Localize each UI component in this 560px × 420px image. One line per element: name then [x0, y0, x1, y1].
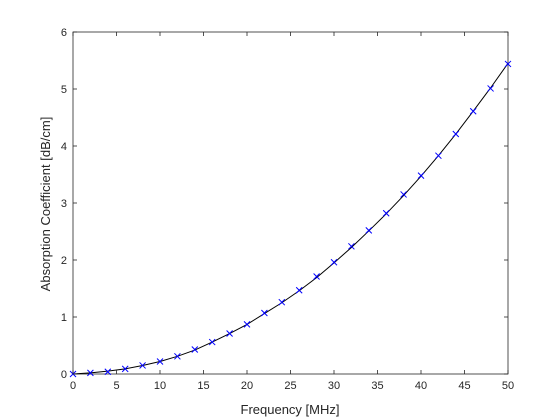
y-tick-label: 1 [61, 312, 67, 324]
data-point-marker [313, 273, 320, 280]
y-tick-label: 6 [61, 27, 67, 39]
data-point-marker [261, 309, 268, 317]
data-point-marker [243, 321, 251, 328]
x-tick-label: 30 [328, 380, 340, 392]
axes-box [72, 31, 509, 375]
data-point-marker [400, 191, 407, 198]
x-tick-label: 5 [113, 380, 119, 392]
plot-area [72, 31, 509, 375]
x-tick-label: 25 [284, 380, 296, 392]
x-tick-label: 20 [241, 380, 253, 392]
x-tick-label: 0 [70, 380, 76, 392]
x-tick-label: 15 [197, 380, 209, 392]
series-layer [69, 60, 512, 378]
data-point-marker [504, 60, 512, 68]
x-tick-label: 10 [154, 380, 166, 392]
data-point-marker [435, 152, 442, 160]
y-tick-label: 2 [61, 255, 67, 267]
data-point-marker [156, 358, 164, 365]
y-tick-label: 5 [61, 84, 67, 96]
y-tick-label: 3 [61, 198, 67, 210]
x-axis-label: Frequency [MHz] [241, 402, 340, 417]
data-point-marker [487, 85, 494, 92]
data-point-marker [174, 352, 181, 360]
data-point-marker [104, 368, 112, 376]
data-point-marker [278, 298, 286, 306]
data-point-marker [452, 130, 460, 138]
x-tick-label: 35 [371, 380, 383, 392]
data-point-marker [382, 209, 390, 217]
data-point-marker [87, 369, 94, 377]
x-tick-label: 45 [458, 380, 470, 392]
x-tick-label: 50 [502, 380, 514, 392]
data-point-marker [330, 258, 338, 266]
data-point-marker [295, 286, 303, 294]
y-tick-label: 0 [61, 369, 67, 381]
data-point-marker [417, 172, 425, 179]
data-point-marker [365, 227, 373, 234]
data-point-marker [139, 362, 146, 369]
data-point-marker [191, 346, 199, 353]
data-point-marker [348, 242, 355, 250]
y-tick-label: 4 [61, 141, 67, 153]
data-point-marker [208, 338, 216, 346]
data-point-marker [469, 107, 477, 115]
fit-curve-line [72, 63, 509, 375]
x-tick-label: 40 [415, 380, 427, 392]
data-point-marker [226, 330, 233, 337]
y-axis-label: Absorption Coefficient [dB/cm] [38, 117, 53, 292]
data-point-marker [121, 365, 129, 373]
